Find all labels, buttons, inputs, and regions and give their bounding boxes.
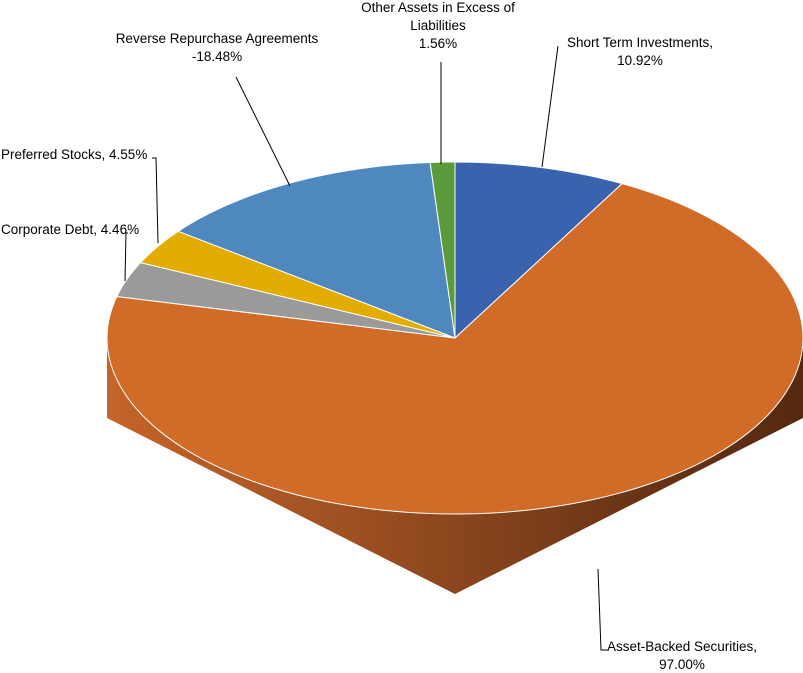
leader-line-corporate-debt xyxy=(124,232,128,282)
data-label-corporate-debt: Corporate Debt, 4.46% xyxy=(1,222,139,237)
pie-slice-corporate-debt xyxy=(116,262,456,339)
data-label-asset-backed-securities: Asset-Backed Securities, 97.00% xyxy=(607,639,757,672)
pie-slice-reverse-repurchase-agreements xyxy=(177,161,456,339)
pie-slice-preferred-stocks xyxy=(139,230,456,339)
data-label-short-term-investments: Short Term Investments, 10.92% xyxy=(567,35,713,68)
leader-line-short-term-investments xyxy=(541,45,559,168)
pie-slice-other-assets-in-excess-of-liabilities xyxy=(429,161,456,339)
leader-line-reverse-repurchase-agreements xyxy=(235,76,291,187)
pie-side-asset-backed-securities xyxy=(107,338,803,594)
leader-line-asset-backed-securities xyxy=(597,568,607,651)
pie-slice-asset-backed-securities xyxy=(106,183,803,515)
pie-slice-short-term-investments xyxy=(454,161,624,340)
leader-line-preferred-stocks xyxy=(152,157,159,244)
data-label-preferred-stocks: Preferred Stocks, 4.55% xyxy=(1,147,147,162)
data-label-reverse-repurchase-agreements: Reverse Repurchase Agreements -18.48% xyxy=(116,31,319,64)
data-label-other-assets-in-excess-of-liabilities: Other Assets in Excess of Liabilities 1.56… xyxy=(361,0,515,51)
